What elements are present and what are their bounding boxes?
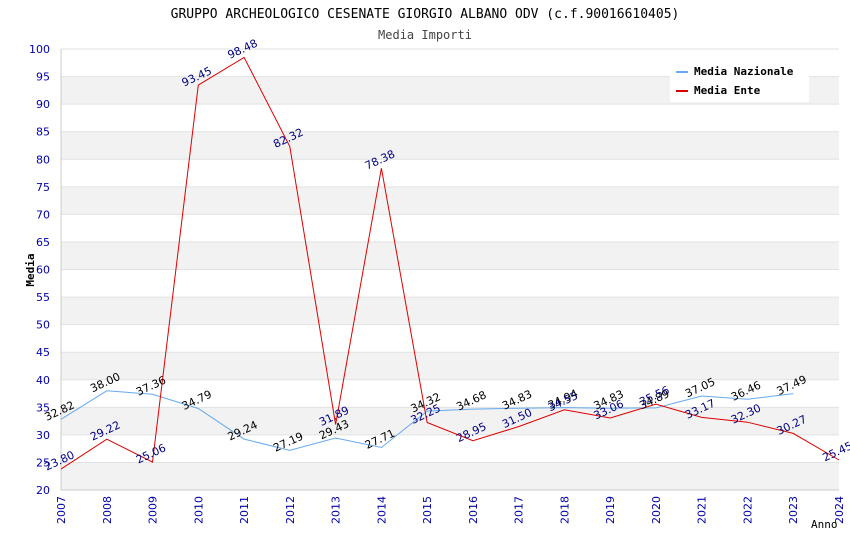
- legend-box: [670, 60, 809, 102]
- y-tick-label: 20: [36, 484, 50, 497]
- x-tick-label: 2012: [284, 496, 297, 524]
- x-tick-label: 2017: [513, 496, 526, 524]
- grid-band: [61, 407, 839, 435]
- x-tick-label: 2011: [238, 496, 251, 524]
- x-tick-label: 2024: [833, 496, 846, 524]
- y-tick-label: 25: [36, 456, 50, 469]
- x-tick-label: 2018: [558, 496, 571, 524]
- legend-label-media-nazionale: Media Nazionale: [694, 65, 794, 78]
- series-line-media-nazionale: [60, 390, 794, 451]
- x-tick-label: 2008: [101, 496, 114, 524]
- y-tick-label: 30: [36, 429, 50, 442]
- x-tick-label: 2014: [375, 496, 388, 524]
- series-line-media-ente: [60, 56, 840, 470]
- x-tick-label: 2022: [741, 496, 754, 524]
- y-tick-label: 70: [36, 208, 50, 221]
- y-tick-label: 35: [36, 401, 50, 414]
- legend: Media Nazionale Media Ente: [670, 60, 809, 102]
- x-tick-label: 2013: [330, 496, 343, 524]
- y-tick-labels: 20 25 30 35 40 45 50 55 60 65 70 75 80 85 90 95 100: [29, 43, 50, 497]
- y-tick-label: 65: [36, 236, 50, 249]
- y-tick-label: 45: [36, 346, 50, 359]
- y-tick-label: 95: [36, 71, 50, 84]
- series-lines: [60, 56, 840, 470]
- grid-bands: [61, 76, 839, 490]
- y-tick-label: 90: [36, 98, 50, 111]
- x-tick-label: 2007: [55, 496, 68, 524]
- x-tick-label: 2021: [696, 496, 709, 524]
- grid-band: [61, 297, 839, 325]
- x-tick-label: 2009: [147, 496, 160, 524]
- chart-subtitle: Media Importi: [378, 28, 472, 42]
- x-tick-label: 2015: [421, 496, 434, 524]
- grid-band: [61, 241, 839, 270]
- grid-band: [61, 352, 839, 380]
- y-axis-label: Media: [24, 253, 37, 286]
- legend-label-media-ente: Media Ente: [694, 84, 761, 97]
- x-tick-labels: 2007 2008 2009 2010 2011 2012 2013 2014 2015 2016…: [55, 496, 846, 524]
- y-tick-label: 85: [36, 126, 50, 139]
- grid-band: [61, 131, 839, 160]
- grid-band: [61, 462, 839, 490]
- y-tick-label: 60: [36, 264, 50, 277]
- y-tick-label: 100: [29, 43, 50, 56]
- y-tick-label: 55: [36, 291, 50, 304]
- x-tick-label: 2019: [604, 496, 617, 524]
- y-tick-label: 50: [36, 319, 50, 332]
- y-tick-label: 40: [36, 374, 50, 387]
- y-tick-label: 80: [36, 153, 50, 166]
- x-tick-label: 2010: [192, 496, 205, 524]
- x-axis-label: Anno: [811, 518, 838, 531]
- axes: [60, 49, 839, 491]
- grid-band: [61, 186, 839, 215]
- x-tick-label: 2016: [467, 496, 480, 524]
- chart-title: GRUPPO ARCHEOLOGICO CESENATE GIORGIO ALB…: [171, 7, 680, 22]
- data-label-media-ente: 25.45: [820, 439, 850, 464]
- y-tick-label: 75: [36, 181, 50, 194]
- data-label-media-nazionale: 36.46: [729, 379, 763, 404]
- x-tick-label: 2020: [650, 496, 663, 524]
- x-tick-label: 2023: [787, 496, 800, 524]
